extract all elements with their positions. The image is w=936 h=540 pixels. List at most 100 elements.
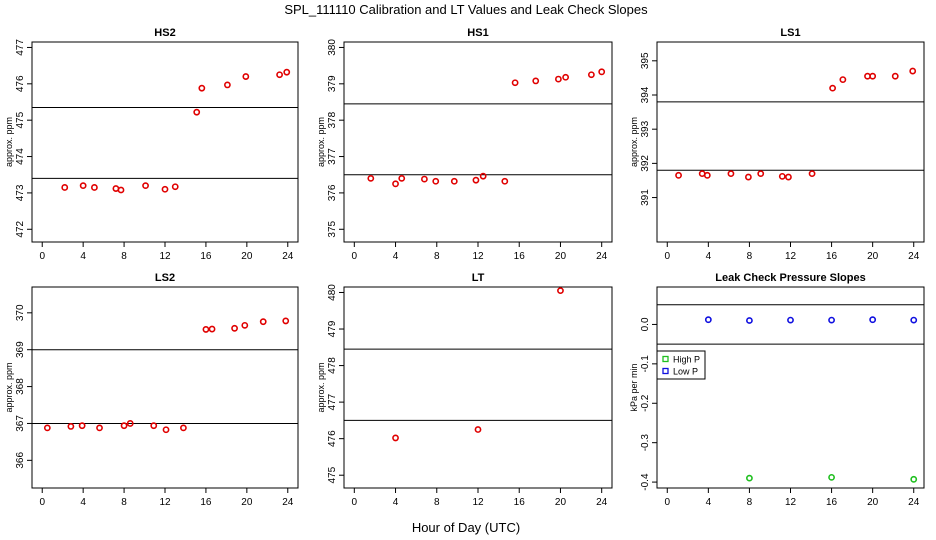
x-tick-label: 20 (241, 251, 253, 262)
y-axis-label: approx. ppm (4, 117, 14, 167)
x-tick-label: 4 (706, 251, 712, 262)
x-tick-label: 24 (282, 251, 294, 262)
x-tick-label: 0 (39, 251, 45, 262)
x-tick-label: 20 (241, 497, 253, 508)
x-tick-label: 24 (908, 251, 920, 262)
data-point (555, 75, 562, 83)
legend: High P Low P (656, 350, 706, 380)
data-point (703, 171, 711, 179)
y-tick-label: 366 (15, 452, 26, 469)
data-point (598, 68, 606, 76)
y-tick-label: 376 (327, 184, 338, 201)
y-tick-label: 394 (640, 86, 651, 103)
y-tick-label: -0.2 (640, 394, 651, 412)
x-tick-label: 4 (706, 497, 712, 508)
data-point (757, 170, 765, 178)
y-axis-label: approx. ppm (316, 117, 326, 167)
data-point (479, 172, 487, 180)
y-tick-label: 478 (327, 357, 338, 374)
data-point (78, 422, 86, 430)
y-tick-label: 0.0 (640, 317, 651, 331)
data-point (224, 81, 231, 89)
x-tick-label: 24 (596, 497, 608, 508)
data-point (198, 84, 206, 92)
x-tick-label: 20 (867, 497, 879, 508)
data-point (829, 84, 837, 92)
x-tick-label: 12 (785, 497, 797, 508)
data-point (744, 173, 752, 181)
x-tick-label: 16 (200, 497, 212, 508)
data-point (869, 316, 877, 324)
y-tick-label: 368 (15, 378, 26, 395)
data-point (587, 71, 595, 79)
data-point (474, 426, 482, 433)
data-point (704, 316, 712, 324)
data-point (398, 174, 406, 182)
panel-ls1: LS1 0 4 8 12 16 20 24 391 392 393 394 395 approx. ppm (629, 27, 925, 262)
x-tick-label: 12 (785, 251, 797, 262)
data-point (91, 184, 98, 191)
data-point (392, 434, 399, 442)
y-axis-label: approx. ppm (316, 362, 326, 412)
data-point (282, 317, 290, 325)
data-point (472, 176, 480, 184)
data-point (276, 71, 283, 79)
data-point (193, 108, 201, 116)
x-tick-label: 0 (352, 251, 358, 262)
legend-label: High P (673, 355, 700, 365)
y-tick-label: 392 (640, 155, 651, 172)
data-point (420, 175, 428, 183)
y-tick-label: 476 (15, 75, 26, 92)
data-point (259, 318, 267, 326)
plot-frame (343, 286, 613, 489)
data-point (242, 73, 250, 80)
panel-title: LS2 (155, 272, 175, 284)
y-tick-label: 375 (327, 220, 338, 237)
panel-hs1: HS1 0 4 8 12 16 20 24 375 376 377 378 379 380 approx. … (316, 27, 613, 262)
panel-lt: LT 0 4 8 12 16 20 24 475 476 477 478 479 480 approx. p… (316, 272, 613, 508)
x-tick-label: 0 (664, 251, 670, 262)
plot-frame (31, 41, 299, 243)
legend-marker (662, 355, 669, 363)
data-point (511, 79, 519, 87)
x-tick-label: 16 (826, 497, 838, 508)
y-axis-label: kPa per min (629, 363, 639, 411)
panel-title: LS1 (780, 27, 800, 39)
y-tick-label: 475 (15, 111, 26, 128)
figure-title: SPL_111110 Calibration and LT Values and… (284, 2, 648, 17)
data-point (241, 321, 249, 329)
data-point (839, 76, 847, 84)
data-point (79, 182, 87, 190)
y-tick-label: -0.3 (640, 434, 651, 452)
y-tick-label: 380 (327, 39, 338, 56)
data-point (161, 185, 169, 193)
y-tick-label: 367 (15, 415, 26, 432)
y-tick-label: 370 (15, 304, 26, 321)
x-tick-label: 20 (867, 251, 879, 262)
x-tick-label: 24 (908, 497, 920, 508)
data-point (43, 424, 51, 432)
x-tick-label: 24 (282, 497, 294, 508)
data-point (727, 170, 735, 178)
y-tick-label: 476 (327, 430, 338, 447)
panel-lc: Leak Check Pressure Slopes 0 4 8 12 16 20 24 -0.… (629, 272, 925, 508)
data-point (450, 177, 458, 185)
legend-box (656, 350, 706, 380)
x-tick-label: 20 (555, 251, 567, 262)
data-point (367, 174, 375, 182)
x-tick-label: 16 (826, 251, 838, 262)
data-point (120, 422, 128, 430)
data-point (808, 170, 816, 178)
data-point (562, 73, 570, 81)
data-point (891, 72, 899, 80)
data-point (67, 423, 75, 430)
x-tick-label: 12 (472, 251, 484, 262)
y-tick-label: 475 (327, 466, 338, 483)
y-tick-label: 369 (15, 341, 26, 358)
x-tick-label: 12 (472, 497, 484, 508)
x-tick-label: 8 (747, 251, 753, 262)
data-point (231, 324, 238, 332)
data-point (675, 171, 682, 179)
y-tick-label: 393 (640, 120, 651, 137)
